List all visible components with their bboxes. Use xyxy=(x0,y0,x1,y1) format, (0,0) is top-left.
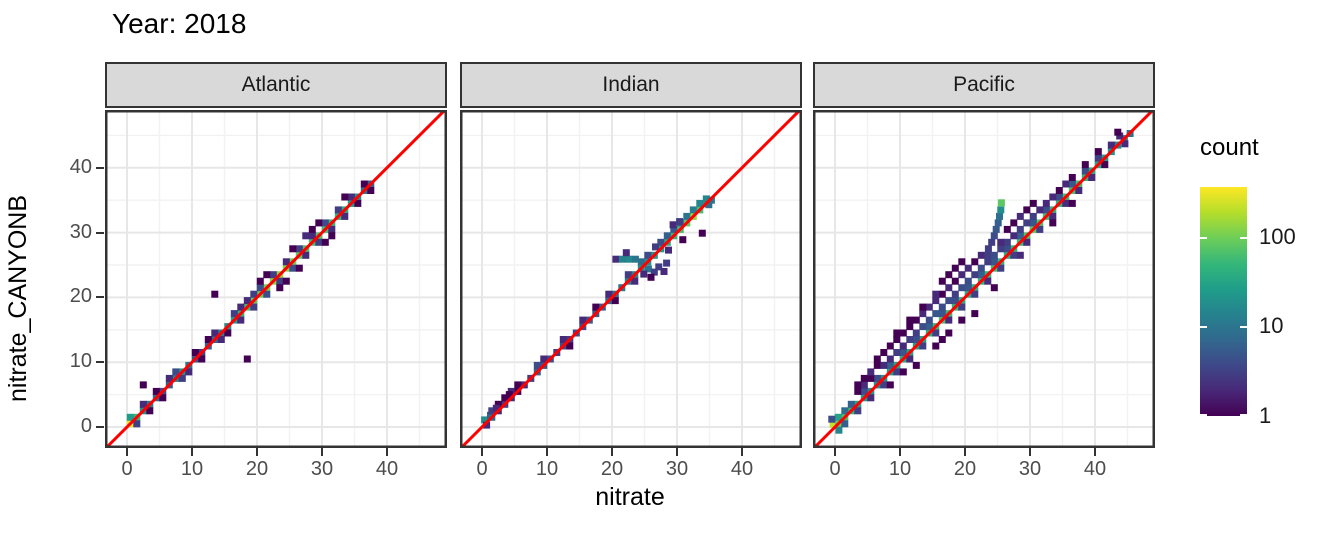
x-tick-label: 40 xyxy=(1083,458,1107,480)
x-tick-mark xyxy=(1029,448,1031,456)
legend-tick-label: 100 xyxy=(1259,223,1296,249)
facet-strip-pacific: Pacific xyxy=(813,62,1155,108)
y-tick-label: 30 xyxy=(69,220,92,243)
y-axis-title: nitrate_CANYONB xyxy=(4,194,32,402)
x-tick-label: 10 xyxy=(535,458,559,480)
x-tick-label: 0 xyxy=(121,458,133,480)
y-tick-mark xyxy=(96,166,104,169)
y-tick-mark xyxy=(96,361,104,364)
x-tick-mark xyxy=(899,448,901,456)
facet-panel-pacific xyxy=(813,110,1155,448)
y-tick-label: 10 xyxy=(69,350,92,373)
x-tick-mark xyxy=(481,448,483,456)
x-tick-mark xyxy=(191,448,193,456)
legend-title: count xyxy=(1200,134,1259,161)
facet-strip-indian: Indian xyxy=(460,62,802,108)
x-tick-mark xyxy=(834,448,836,456)
x-tick-mark xyxy=(126,448,128,456)
legend-tick-label: 1 xyxy=(1259,403,1272,428)
legend-tick-mark xyxy=(1200,236,1207,239)
x-tick-mark xyxy=(611,448,613,456)
x-tick-mark xyxy=(964,448,966,456)
legend-tick-mark xyxy=(1240,414,1247,416)
facet-panel-atlantic xyxy=(105,110,447,448)
plot-title: Year: 2018 xyxy=(112,8,247,39)
y-tick-label: 40 xyxy=(69,155,92,178)
x-tick-mark xyxy=(1094,448,1096,456)
legend-colorbar xyxy=(1200,187,1247,416)
x-tick-label: 30 xyxy=(665,458,689,480)
facet-panel-indian xyxy=(460,110,802,448)
y-tick-label: 20 xyxy=(69,285,92,308)
y-tick-label: 0 xyxy=(80,415,92,437)
x-tick-mark xyxy=(386,448,388,456)
x-tick-mark xyxy=(741,448,743,456)
x-tick-label: 0 xyxy=(829,458,841,480)
legend-tick-mark xyxy=(1240,326,1247,329)
legend-tick-label: 10 xyxy=(1259,313,1284,339)
x-tick-label: 30 xyxy=(310,458,334,480)
x-tick-label: 0 xyxy=(476,458,488,480)
x-tick-mark xyxy=(546,448,548,456)
y-tick-mark xyxy=(96,296,104,299)
legend-tick-mark xyxy=(1200,326,1207,329)
x-tick-label: 40 xyxy=(375,458,399,480)
facet-strip-atlantic: Atlantic xyxy=(105,62,447,108)
x-tick-mark xyxy=(321,448,323,456)
x-tick-label: 10 xyxy=(888,458,912,480)
y-tick-mark xyxy=(96,231,104,234)
x-tick-label: 30 xyxy=(1018,458,1042,480)
x-tick-label: 40 xyxy=(730,458,754,480)
x-tick-label: 20 xyxy=(953,458,977,480)
x-axis-title: nitrate xyxy=(595,483,665,511)
x-tick-label: 10 xyxy=(180,458,204,480)
legend-tick-mark xyxy=(1200,414,1207,416)
x-tick-label: 20 xyxy=(245,458,269,480)
x-tick-mark xyxy=(256,448,258,456)
x-tick-mark xyxy=(676,448,678,456)
y-tick-mark xyxy=(96,426,104,428)
x-tick-label: 20 xyxy=(600,458,624,480)
legend-tick-mark xyxy=(1240,236,1247,239)
